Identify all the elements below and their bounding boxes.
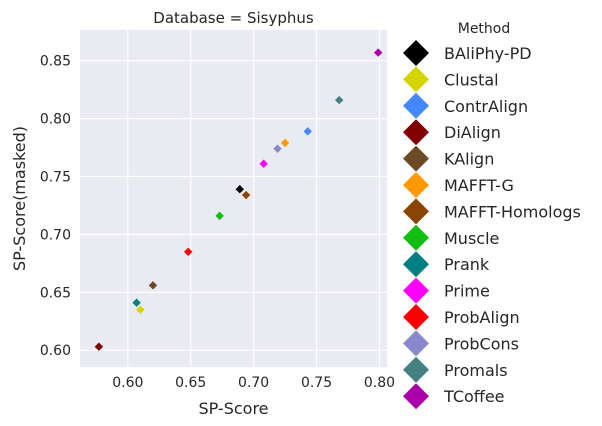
x-tick-label: 0.65 xyxy=(175,375,206,391)
legend-marker-kalign xyxy=(403,145,429,172)
y-axis-label: SP-Score(masked) xyxy=(10,126,29,271)
data-point-mafft-homologs xyxy=(241,190,251,200)
legend-label: ContrAlign xyxy=(444,97,528,116)
legend-label: TCoffee xyxy=(443,387,505,406)
y-tick-label: 0.60 xyxy=(40,343,71,359)
legend-marker-dialign xyxy=(403,119,429,146)
data-point-kalign xyxy=(148,281,158,290)
chart-title: Database = Sisyphus xyxy=(153,9,314,27)
data-points xyxy=(94,48,383,351)
legend-marker-baliphy-pd xyxy=(403,40,429,66)
legend-marker-contralign xyxy=(403,92,429,119)
y-tick-label: 0.80 xyxy=(40,112,71,128)
y-tick-label: 0.85 xyxy=(40,54,71,70)
legend-marker-promals xyxy=(403,356,429,383)
data-point-tcoffee xyxy=(373,48,383,57)
y-tick-label: 0.75 xyxy=(40,169,71,185)
legend-label: Prime xyxy=(444,282,490,301)
legend-label: Prank xyxy=(444,255,490,274)
data-point-baliphy-pd xyxy=(235,185,244,194)
legend-label: DiAlign xyxy=(444,123,501,142)
legend-marker-probcons xyxy=(403,330,429,357)
data-point-promals xyxy=(334,95,344,105)
legend-label: MAFFT-Homologs xyxy=(444,202,581,221)
y-axis-ticks: 0.60 0.65 0.70 0.75 0.80 0.85 xyxy=(40,54,71,360)
data-point-mafft-g xyxy=(280,138,290,148)
y-tick-label: 0.70 xyxy=(40,227,71,243)
legend-label: ProbAlign xyxy=(444,308,520,327)
legend-label: Muscle xyxy=(444,229,499,248)
legend-marker-clustal xyxy=(403,66,429,93)
legend-marker-prime xyxy=(403,277,429,304)
x-axis-label: SP-Score xyxy=(198,399,268,418)
x-tick-label: 0.70 xyxy=(238,375,269,391)
legend-marker-probalign xyxy=(403,304,429,330)
plot-area xyxy=(80,30,387,367)
legend-marker-mafft-homologs xyxy=(403,198,429,225)
legend-label: ProbCons xyxy=(444,334,519,353)
legend-title: Method xyxy=(458,21,511,37)
data-point-probcons xyxy=(273,144,282,153)
legend-label: MAFFT-G xyxy=(444,176,514,195)
legend-label: Promals xyxy=(444,361,508,380)
data-point-dialign xyxy=(94,342,104,351)
legend-marker-muscle xyxy=(403,224,429,251)
x-tick-label: 0.75 xyxy=(301,375,332,391)
x-tick-label: 0.60 xyxy=(112,375,143,391)
data-point-clustal xyxy=(136,305,145,314)
grid xyxy=(80,30,387,367)
x-tick-label: 0.80 xyxy=(364,375,395,391)
data-point-probalign xyxy=(184,247,193,256)
legend-marker-tcoffee xyxy=(403,383,429,410)
legend-label: KAlign xyxy=(444,150,494,169)
legend: Method BAliPhy-PD Clustal ContrAlign DiAlig… xyxy=(403,21,581,410)
legend-marker-mafft-g xyxy=(403,172,429,198)
data-point-muscle xyxy=(215,211,224,221)
legend-label: BAliPhy-PD xyxy=(444,44,532,63)
x-axis-ticks: 0.60 0.65 0.70 0.75 0.80 xyxy=(112,375,395,391)
legend-marker-prank xyxy=(403,251,429,278)
y-tick-label: 0.65 xyxy=(40,285,71,301)
legend-label: Clustal xyxy=(444,70,499,89)
data-point-contralign xyxy=(303,127,312,136)
data-point-prank xyxy=(132,298,141,307)
data-point-prime xyxy=(259,159,268,168)
